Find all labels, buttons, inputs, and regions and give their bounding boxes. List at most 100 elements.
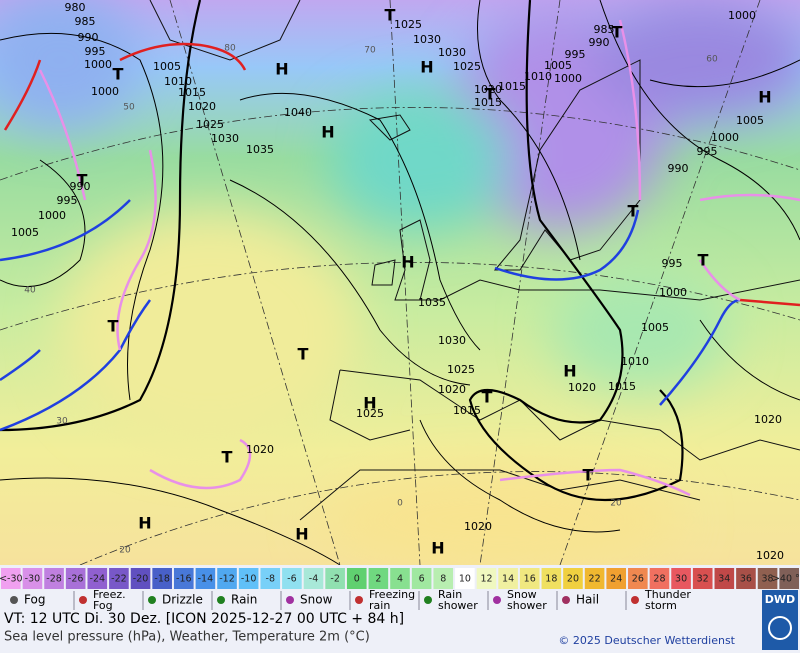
- scale-cell: [519, 568, 540, 589]
- weather-label: Hail: [576, 593, 599, 607]
- scale-cell: [757, 568, 778, 589]
- low-pressure-label: T: [482, 388, 493, 407]
- scale-label: <-30: [0, 574, 23, 585]
- high-pressure-label: H: [138, 514, 151, 533]
- isobar-label: 995: [57, 194, 78, 207]
- weather-icon: [493, 596, 501, 604]
- scale-cell: [109, 568, 129, 589]
- low-pressure-label: T: [698, 251, 709, 270]
- isobar-label: 990: [70, 180, 91, 193]
- isobar-label: 985: [594, 23, 615, 36]
- scale-label: 10: [459, 574, 471, 585]
- isobar-label: 1010: [164, 75, 192, 88]
- description: Sea level pressure (hPa), Weather, Tempe…: [4, 630, 370, 645]
- scale-cell: [152, 568, 172, 589]
- scale-cell: [260, 568, 281, 589]
- scale-label: 28: [653, 574, 665, 585]
- isobar-label: 1025: [394, 18, 422, 31]
- isobar-label: 1000: [84, 58, 112, 71]
- scale-label: -14: [198, 574, 214, 585]
- scale-cell: [282, 568, 302, 589]
- scale-label: -18: [154, 574, 170, 585]
- low-pressure-label: T: [222, 448, 233, 467]
- scale-label: -2: [330, 574, 339, 585]
- isobar-label: 1035: [246, 143, 274, 156]
- temperature-label: 40: [24, 286, 36, 296]
- scale-label: 32: [697, 574, 709, 585]
- high-pressure-label: H: [758, 88, 771, 107]
- isobar-label: 990: [589, 36, 610, 49]
- scale-cell: [390, 568, 410, 589]
- isobar-label: 985: [75, 15, 96, 28]
- weather-label: Drizzle: [162, 593, 203, 607]
- isobar-label: 995: [662, 257, 683, 270]
- weather-icon: [286, 596, 294, 604]
- isobar-label: 1015: [498, 80, 526, 93]
- low-pressure-label: T: [108, 317, 119, 336]
- isobar-label: 1030: [438, 46, 466, 59]
- scale-label: 4: [397, 574, 403, 585]
- scale-label: 18: [545, 574, 557, 585]
- scale-label: 6: [419, 574, 425, 585]
- scale-label: -10: [241, 574, 257, 585]
- scale-label: 8: [440, 574, 446, 585]
- scale-label: 12: [480, 574, 492, 585]
- isobar-label: 1025: [356, 407, 384, 420]
- scale-cell: [87, 568, 108, 589]
- scale-cell: [714, 568, 735, 589]
- scale-label: 34: [718, 574, 730, 585]
- low-pressure-label: T: [77, 171, 88, 190]
- isobar-label: 1020: [464, 520, 492, 533]
- weather-icon: [355, 596, 363, 604]
- scale-cell: [476, 568, 497, 589]
- isobar-label: 1030: [438, 334, 466, 347]
- isobar-label: 1010: [524, 70, 552, 83]
- isobar-label: 1000: [91, 85, 119, 98]
- temperature-field: [0, 0, 800, 570]
- scale-cell: [1, 568, 21, 589]
- weather-label: Fog: [24, 593, 45, 607]
- low-pressure-label: T: [628, 202, 639, 221]
- low-pressure-label: T: [113, 65, 124, 84]
- weather-label: shower: [438, 599, 478, 612]
- low-pressure-label: T: [298, 345, 309, 364]
- weather-icon: [10, 596, 18, 604]
- fronts: [0, 19, 800, 497]
- isobar-label: 1020: [246, 443, 274, 456]
- valid-time: VT: 12 UTC Di. 30 Dez. [ICON 2025-12-27 …: [4, 611, 404, 627]
- low-pressure-label: T: [583, 466, 594, 485]
- isobar-label: 1025: [453, 60, 481, 73]
- isobar-label: 1000: [554, 72, 582, 85]
- weather-label: Snow: [507, 588, 537, 601]
- isobar-label: 1000: [728, 9, 756, 22]
- scale-cell: [65, 568, 86, 589]
- scale-cell: [498, 568, 518, 589]
- scale-cell: [368, 568, 389, 589]
- logo-icon: [768, 616, 792, 640]
- weather-icon: [631, 596, 639, 604]
- isobar-label: 980: [65, 1, 86, 14]
- scale-cell: [649, 568, 670, 589]
- scale-cell: [433, 568, 454, 589]
- isobar-label: 1010: [621, 355, 649, 368]
- scale-cell: [455, 568, 475, 589]
- isobar-label: 1005: [544, 59, 572, 72]
- weather-label: Freezing: [369, 588, 415, 601]
- isobar-label: 1015: [608, 380, 636, 393]
- high-pressure-label: H: [420, 58, 433, 77]
- isobar-label: 995: [85, 45, 106, 58]
- weather-legend: Fog Freez.Fog Drizzle Rain Snow FreezingrainR…: [10, 588, 691, 612]
- isobar-label: 1020: [188, 100, 216, 113]
- isobar-label: 1030: [413, 33, 441, 46]
- isobar-label: 995: [565, 48, 586, 61]
- temperature-label: 30: [56, 417, 68, 427]
- isobar-label: 1015: [474, 96, 502, 109]
- high-pressure-label: H: [275, 60, 288, 79]
- isobar-label: 990: [668, 162, 689, 175]
- high-pressure-label: H: [431, 539, 444, 558]
- scale-label: 14: [502, 574, 514, 585]
- isobar-label: 1020: [474, 83, 502, 96]
- scale-cell: [346, 568, 367, 589]
- scale-label: -12: [219, 574, 235, 585]
